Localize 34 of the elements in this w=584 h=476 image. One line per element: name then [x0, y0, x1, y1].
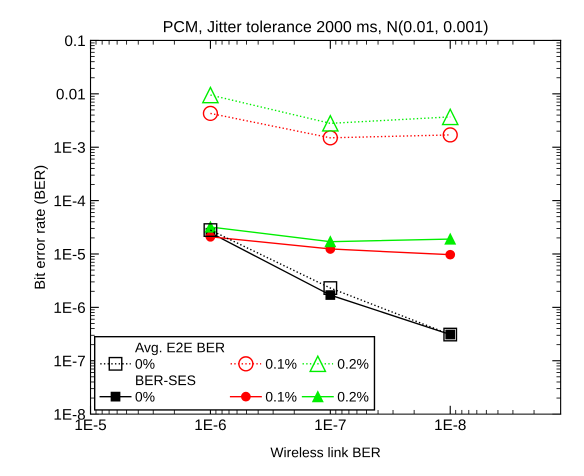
x-tick-label: 1E-5 [76, 420, 106, 430]
point [202, 106, 218, 122]
legend-label: 0.2% [338, 392, 368, 402]
x-axis-title: Wireless link BER [270, 447, 380, 458]
x-tick-label: 1E-6 [195, 419, 226, 430]
x-tick-label: 1E-7 [315, 420, 346, 430]
annotation: Avg. E2E BER [134, 342, 224, 356]
y-tick-label: 0.1 [65, 35, 85, 46]
point [442, 108, 459, 126]
legend-label: 0.2% [338, 358, 368, 369]
y-tick-label: 1E-3 [54, 142, 85, 153]
point [322, 115, 339, 132]
point [323, 281, 338, 295]
y-tick-label: 1E-8 [54, 408, 85, 420]
y-tick-label: 1E-7 [54, 356, 85, 366]
point [444, 234, 456, 245]
y-tick-label: 0.01 [56, 88, 85, 100]
point [445, 250, 456, 260]
y-tick-label: 1E-4 [54, 196, 86, 206]
point [324, 236, 336, 248]
legend-label: 0.1% [266, 358, 296, 369]
chart-title: PCM, Jitter tolerance 2000 ms, N(0.01, 0.001) [164, 20, 488, 36]
point [203, 223, 218, 238]
x-tick-label: 1E-8 [435, 419, 466, 430]
annotation: BER-SES [136, 375, 196, 386]
point [202, 86, 219, 104]
legend-label: 0% [136, 392, 155, 402]
y-axis-title: Bit error rate (BER) [34, 166, 48, 288]
point [442, 127, 458, 143]
legend-label: 0.1% [266, 392, 296, 402]
y-tick-label: 1E-5 [54, 249, 86, 260]
legend-label: 0% [136, 358, 155, 369]
point [322, 130, 338, 146]
y-tick-label: 1E-6 [54, 302, 85, 314]
